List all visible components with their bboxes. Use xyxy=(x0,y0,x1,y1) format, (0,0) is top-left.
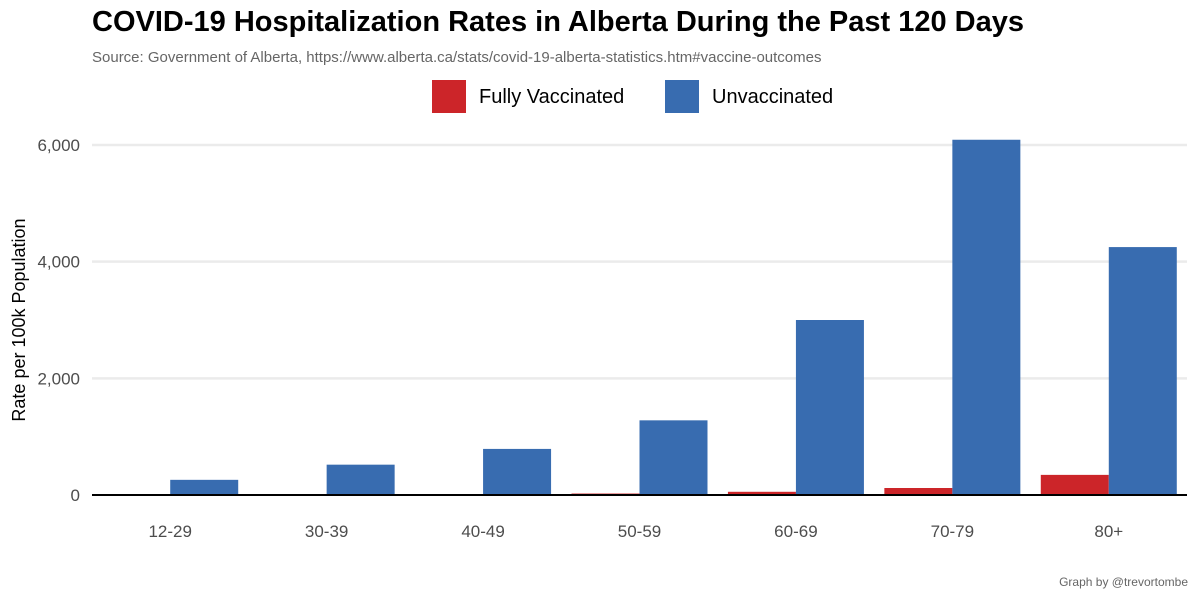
y-tick-label: 0 xyxy=(71,486,80,505)
legend-swatch-fully-vaccinated xyxy=(432,80,466,113)
chart-subtitle: Source: Government of Alberta, https://w… xyxy=(92,49,822,66)
x-tick-label: 40-49 xyxy=(461,522,504,541)
legend: Fully Vaccinated Unvaccinated xyxy=(432,80,833,113)
bar-fully-vaccinated-70-79 xyxy=(884,488,953,495)
gridlines xyxy=(92,143,1187,380)
bar-unvaccinated-40-49 xyxy=(483,448,552,495)
bar-unvaccinated-60-69 xyxy=(795,320,864,495)
x-tick-label: 30-39 xyxy=(305,522,348,541)
chart-caption: Graph by @trevortombe xyxy=(1059,575,1188,589)
bars xyxy=(102,139,1177,495)
legend-label-unvaccinated: Unvaccinated xyxy=(712,86,833,108)
y-tick-label: 6,000 xyxy=(37,136,80,155)
chart-title: COVID-19 Hospitalization Rates in Albert… xyxy=(92,6,1024,38)
bar-unvaccinated-30-39 xyxy=(326,464,395,495)
x-tick-label: 70-79 xyxy=(931,522,974,541)
x-tick-label: 60-69 xyxy=(774,522,817,541)
legend-swatch-unvaccinated xyxy=(665,80,699,113)
x-tick-label: 50-59 xyxy=(618,522,661,541)
x-tick-label: 80+ xyxy=(1094,522,1123,541)
x-tick-label: 12-29 xyxy=(148,522,191,541)
y-axis-title: Rate per 100k Population xyxy=(9,218,29,421)
bar-unvaccinated-50-59 xyxy=(639,420,708,495)
bar-unvaccinated-70-79 xyxy=(952,139,1021,495)
bar-fully-vaccinated-80 xyxy=(1040,474,1109,495)
x-axis: 12-29 30-39 40-49 50-59 60-69 70-79 80+ xyxy=(92,494,1187,541)
y-axis: 0 2,000 4,000 6,000 xyxy=(37,136,80,505)
bar-unvaccinated-80 xyxy=(1108,247,1177,495)
y-tick-label: 4,000 xyxy=(37,253,80,272)
bar-fully-vaccinated-60-69 xyxy=(727,491,796,495)
bar-unvaccinated-12-29 xyxy=(170,479,239,495)
legend-label-fully-vaccinated: Fully Vaccinated xyxy=(479,86,624,108)
y-tick-label: 2,000 xyxy=(37,369,80,388)
